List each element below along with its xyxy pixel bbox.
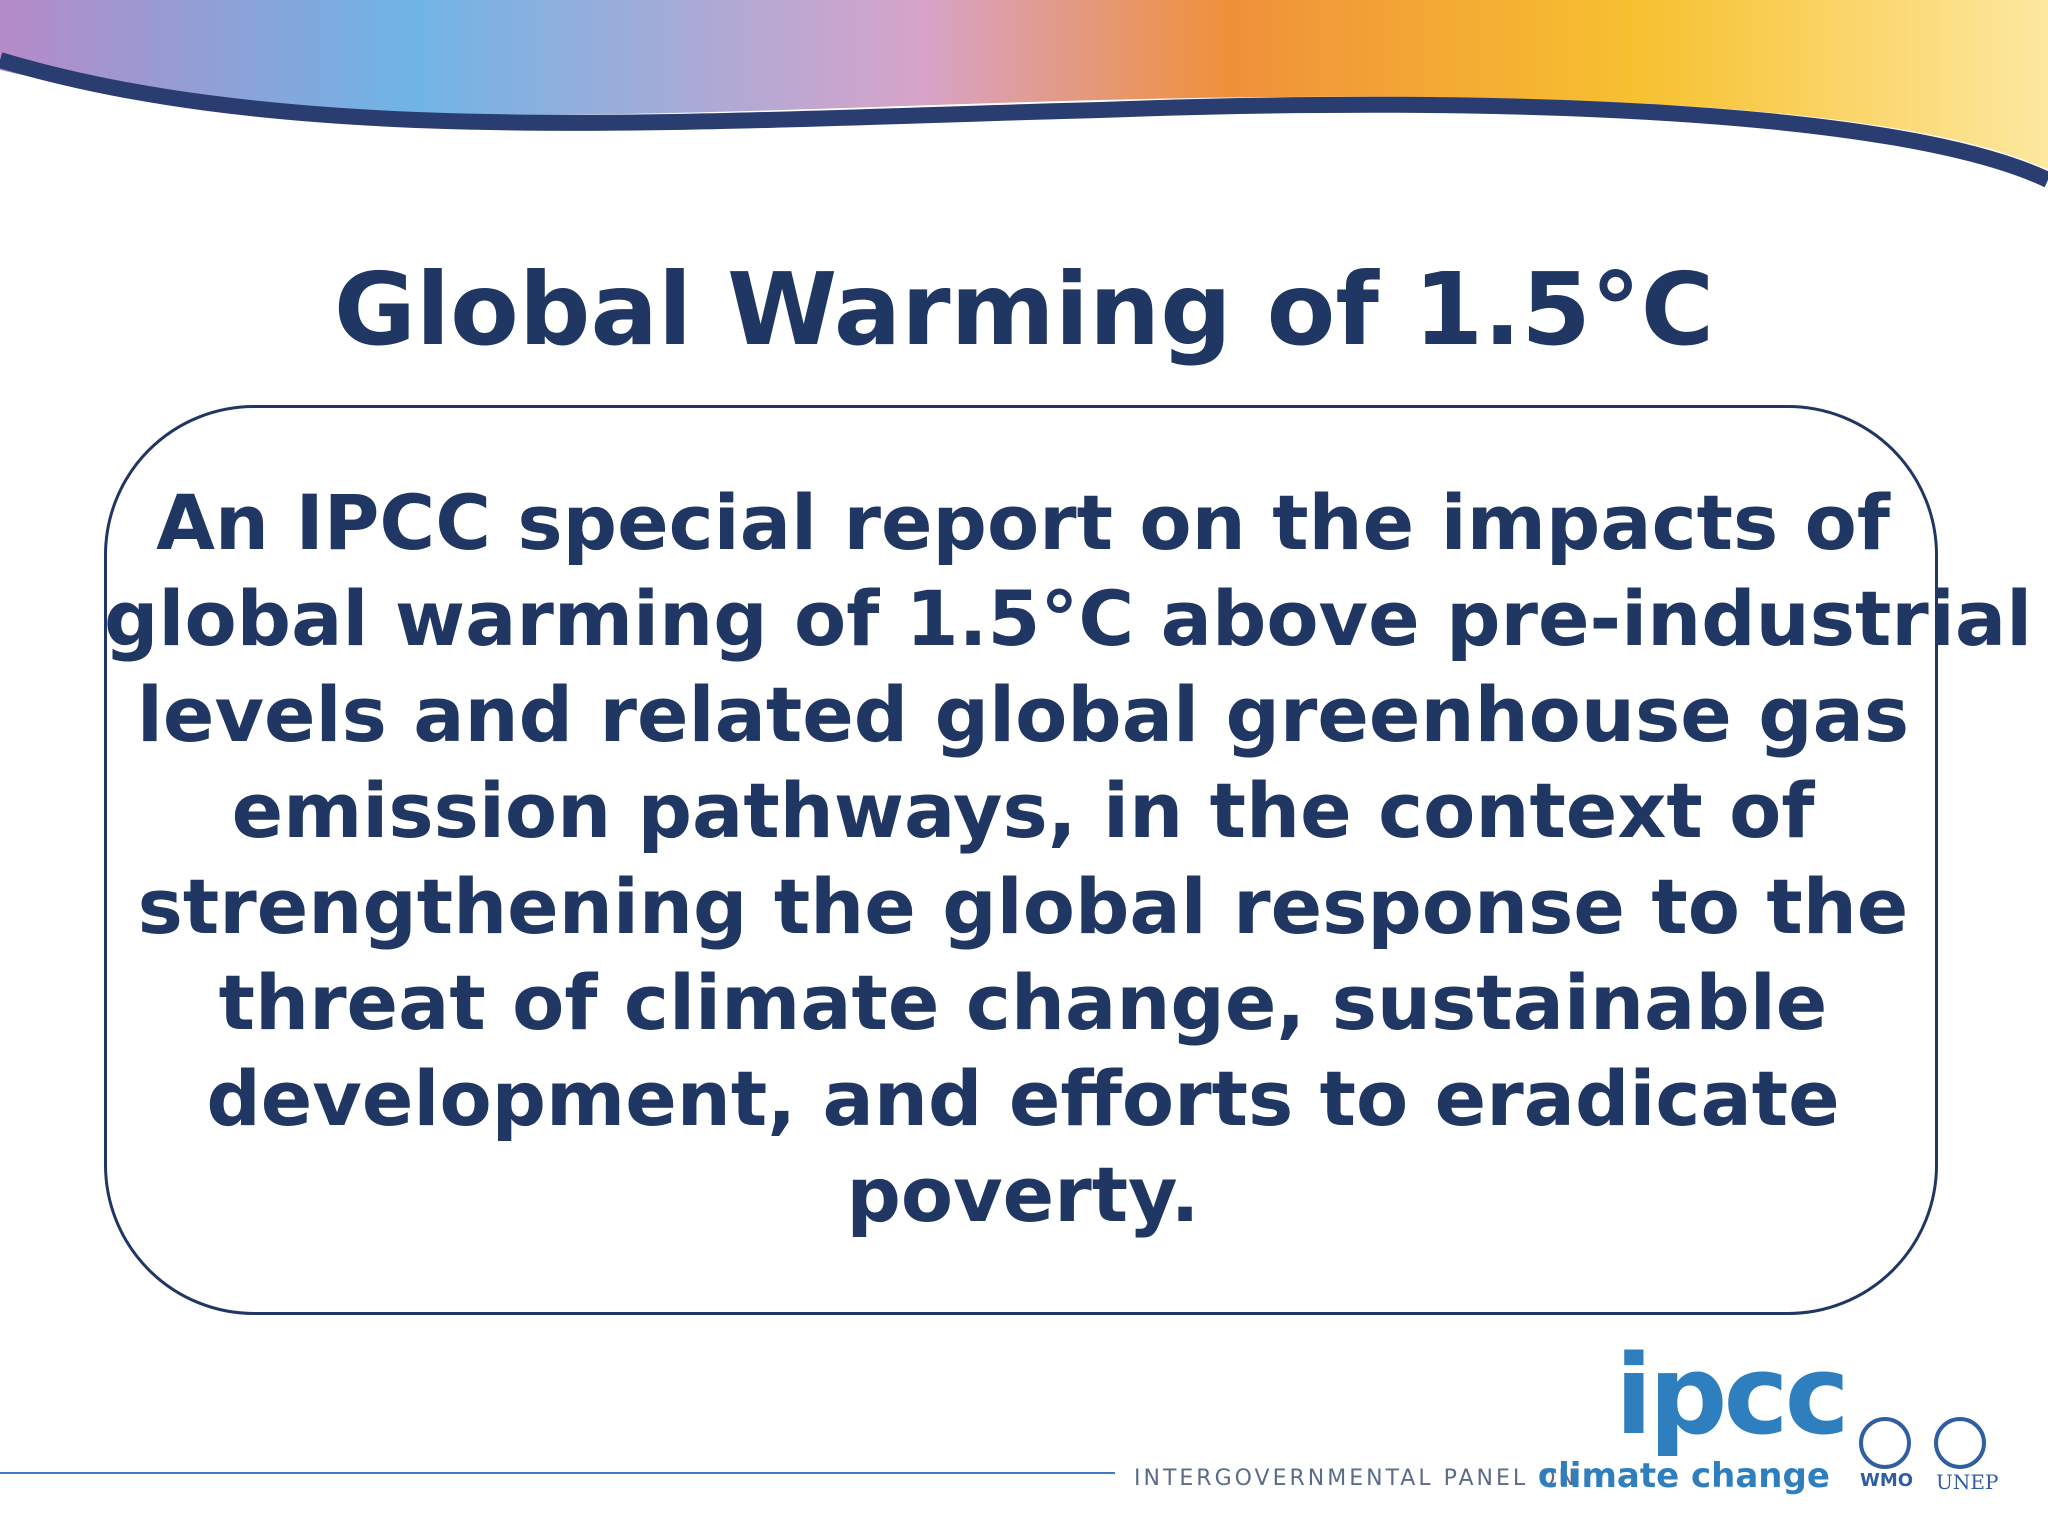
header-band xyxy=(0,0,2048,170)
body-line: development, and efforts to eradicate xyxy=(206,1054,1840,1143)
body-line: An IPCC special report on the impacts of xyxy=(156,478,1890,567)
body-line: strengthening the global response to the xyxy=(137,862,1909,951)
wmo-label: WMO xyxy=(1860,1470,1914,1491)
text-box xyxy=(104,405,1938,1315)
unep-label: UNEP xyxy=(1936,1470,1999,1494)
wmo-emblem xyxy=(1859,1417,1911,1469)
body-line: global warming of 1.5°C above pre-indust… xyxy=(104,574,2033,663)
body-line: emission pathways, in the context of xyxy=(231,766,1815,855)
body-line: levels and related global greenhouse gas xyxy=(136,670,1910,759)
body-line: threat of climate change, sustainable xyxy=(218,958,1828,1047)
header-curve xyxy=(0,52,2048,188)
climate-text: climate change xyxy=(1538,1456,1830,1496)
unep-emblem xyxy=(1934,1417,1986,1469)
panel-text: INTERGOVERNMENTAL PANEL ON xyxy=(1134,1466,1578,1491)
body-line: poverty. xyxy=(846,1150,1200,1239)
ipcc-logo: ipcc xyxy=(1615,1331,1850,1459)
body-text: An IPCC special report on the impacts of… xyxy=(104,475,2033,1243)
title: Global Warming of 1.5°C xyxy=(333,251,1715,368)
